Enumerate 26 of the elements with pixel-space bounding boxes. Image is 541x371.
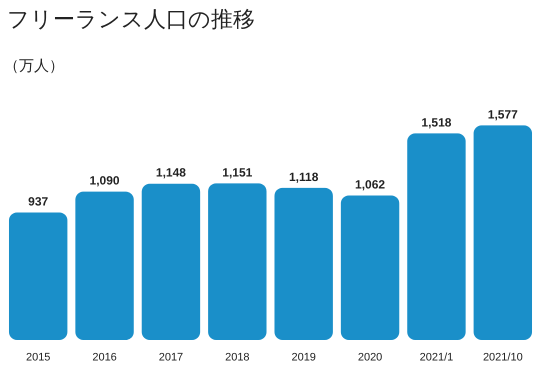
- bar: [8, 212, 68, 340]
- x-tick-label: 2020: [358, 352, 382, 364]
- text: （万人）: [4, 56, 64, 74]
- data-label: 1,062: [355, 177, 386, 192]
- x-tick-label: 2017: [158, 352, 184, 364]
- data-label: 1,151: [222, 165, 253, 180]
- x-tick-label: 2021/10: [482, 352, 523, 364]
- data-label: 1,577: [488, 107, 518, 122]
- data-label: 937: [28, 194, 49, 208]
- bar: [208, 183, 267, 340]
- x-tick-label: 2016: [92, 352, 117, 364]
- bar: [474, 125, 532, 340]
- data-label: 1,118: [289, 170, 319, 184]
- x-tick-label: 2019: [291, 352, 316, 364]
- bar: [340, 195, 400, 340]
- bar: [274, 188, 333, 340]
- x-tick-label: 2015: [26, 352, 50, 364]
- bar: [142, 184, 200, 340]
- chart-title: フリーランス人口の推移: [7, 8, 255, 32]
- bar: [407, 133, 466, 340]
- bar: [75, 192, 134, 340]
- data-label: 1,148: [156, 166, 186, 180]
- x-tick-label: 2021/1: [420, 352, 454, 364]
- data-label: 1,518: [421, 115, 452, 130]
- data-label: 1,090: [90, 174, 120, 188]
- x-tick-label: 2018: [225, 352, 250, 364]
